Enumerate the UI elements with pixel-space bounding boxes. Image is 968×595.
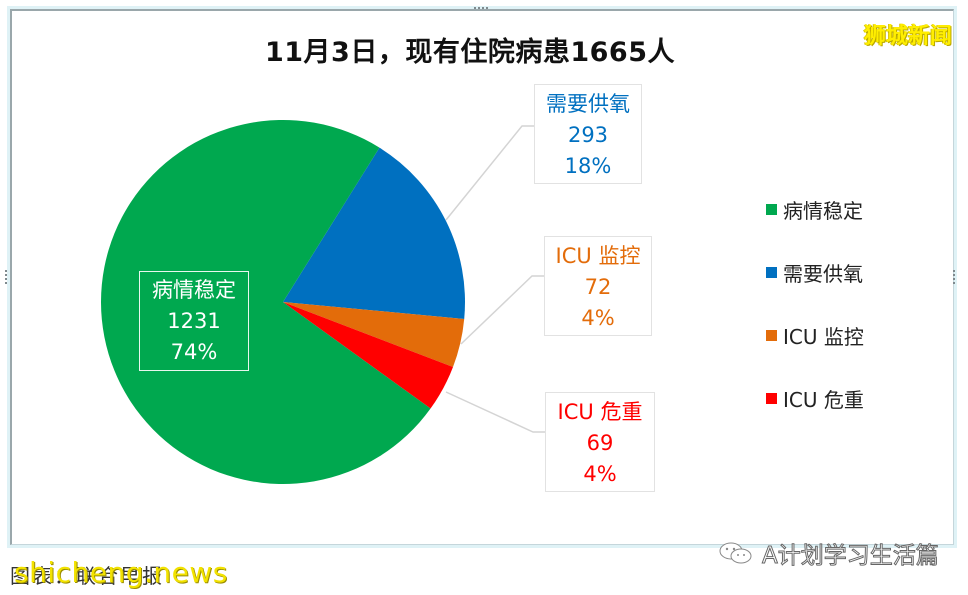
brand-watermark: 狮城新闻 xyxy=(863,24,952,49)
legend-item-stable[interactable]: 病情稳定 xyxy=(766,178,864,241)
leader-line-oxygen xyxy=(445,125,534,221)
legend-item-icu-critical[interactable]: ICU 危重 xyxy=(766,367,864,430)
wechat-icon xyxy=(719,542,752,564)
legend-swatch-icu-critical xyxy=(766,393,777,404)
leader-line-icu-critical xyxy=(445,391,545,433)
pie-slice-stable[interactable] xyxy=(100,119,431,484)
legend-label: ICU 危重 xyxy=(783,388,864,412)
data-label-stable-pct: 74% xyxy=(170,340,218,364)
legend-item-icu-monitor[interactable]: ICU 监控 xyxy=(766,304,864,367)
data-label-icu-monitor-name: ICU 监控 xyxy=(555,244,641,268)
legend-item-oxygen[interactable]: 需要供氧 xyxy=(766,241,864,304)
pie-slice-icu-monitor[interactable] xyxy=(283,302,465,367)
data-label-icu-critical-name: ICU 危重 xyxy=(557,400,643,424)
chart-title: 11月3日，现有住院病患1665人 xyxy=(264,37,675,68)
pie-slice-icu-critical[interactable] xyxy=(283,302,453,409)
legend-label: ICU 监控 xyxy=(783,325,864,349)
resize-handle-top[interactable] xyxy=(474,7,488,9)
chart-legend: 病情稳定 需要供氧 ICU 监控 ICU 危重 xyxy=(766,178,864,430)
data-label-oxygen-name: 需要供氧 xyxy=(546,92,630,116)
resize-handle-left[interactable] xyxy=(5,270,7,284)
wechat-watermark: A计划学习生活篇 xyxy=(718,536,939,570)
source-caption: 图表：联合早报 xyxy=(10,564,164,588)
data-label-stable-value: 1231 xyxy=(167,309,221,333)
data-label-oxygen: 需要供氧 293 18% xyxy=(534,84,642,184)
data-label-icu-monitor-pct: 4% xyxy=(581,306,615,330)
leader-line-icu-monitor xyxy=(460,275,544,345)
pie-slice-oxygen[interactable] xyxy=(283,147,466,319)
legend-swatch-icu-monitor xyxy=(766,330,777,341)
pie-slices xyxy=(100,119,466,484)
legend-label: 病情稳定 xyxy=(783,199,863,223)
legend-swatch-stable xyxy=(766,204,777,215)
data-label-icu-monitor: ICU 监控 72 4% xyxy=(544,236,652,336)
legend-swatch-oxygen xyxy=(766,267,777,278)
site-watermark: shicheng.news xyxy=(14,556,228,589)
data-label-oxygen-value: 293 xyxy=(567,123,609,147)
data-label-oxygen-pct: 18% xyxy=(564,154,612,178)
wechat-account-name: A计划学习生活篇 xyxy=(762,543,940,570)
data-label-icu-critical-value: 69 xyxy=(586,431,614,455)
data-label-icu-monitor-value: 72 xyxy=(584,275,612,299)
data-label-stable-name: 病情稳定 xyxy=(152,278,236,302)
data-label-stable: 病情稳定 1231 74% xyxy=(139,271,249,371)
data-label-icu-critical-pct: 4% xyxy=(583,462,617,486)
data-label-icu-critical: ICU 危重 69 4% xyxy=(545,392,655,492)
legend-label: 需要供氧 xyxy=(783,262,863,286)
resize-handle-right[interactable] xyxy=(953,270,955,284)
